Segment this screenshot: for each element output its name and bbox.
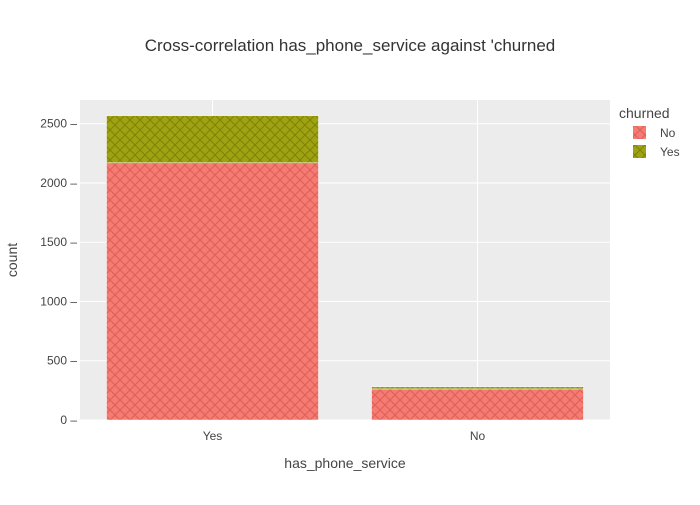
legend-title: churned: [619, 105, 670, 121]
x-axis-label: has_phone_service: [284, 455, 406, 471]
y-tick-label: 1000 –: [40, 294, 77, 308]
y-tick-labels: 0 – 500 – 1000 – 1500 – 2000 – 2500 –: [40, 117, 77, 427]
chart-title: Cross-correlation has_phone_service agai…: [145, 36, 556, 55]
legend-swatch: [633, 145, 646, 158]
y-tick-label: 2000 –: [40, 176, 77, 190]
y-tick-label: 2500 –: [40, 117, 77, 131]
bar-no-no[interactable]: [371, 388, 584, 421]
legend-label: No: [660, 126, 676, 140]
bars: [106, 115, 584, 421]
legend-swatch: [633, 126, 646, 139]
bar-yes-yes[interactable]: [106, 115, 319, 164]
y-axis-label: count: [4, 243, 20, 277]
legend-label: Yes: [660, 145, 680, 159]
x-tick-label: Yes: [203, 429, 223, 443]
bar-no-yes[interactable]: [371, 386, 584, 390]
x-tick-labels: Yes No: [203, 429, 486, 443]
y-tick-label: 0 –: [60, 413, 77, 427]
legend: churned No Yes: [619, 105, 680, 159]
legend-item-no[interactable]: No: [633, 126, 676, 140]
x-tick-label: No: [470, 429, 486, 443]
bar-yes-no[interactable]: [106, 162, 319, 421]
legend-items: No Yes: [633, 126, 680, 159]
y-tick-label: 500 –: [47, 354, 77, 368]
y-tick-label: 1500 –: [40, 235, 77, 249]
legend-item-yes[interactable]: Yes: [633, 145, 680, 159]
